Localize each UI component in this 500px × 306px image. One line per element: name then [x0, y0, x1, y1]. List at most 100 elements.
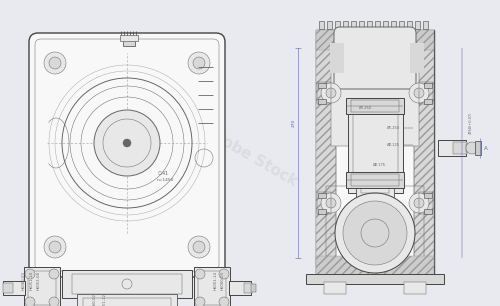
Bar: [438, 140, 466, 156]
Circle shape: [195, 269, 205, 279]
Circle shape: [414, 88, 424, 98]
Text: H6060-02: H6060-02: [93, 293, 97, 306]
Bar: [317, 82, 331, 104]
Text: Ø1.250: Ø1.250: [386, 126, 400, 130]
Text: Ø2.125: Ø2.125: [386, 143, 400, 147]
Bar: [324, 282, 346, 294]
Bar: [62, 270, 192, 298]
Text: Ø2.175: Ø2.175: [372, 163, 386, 167]
Bar: [348, 103, 403, 193]
Circle shape: [321, 193, 341, 213]
Bar: [414, 40, 434, 266]
Bar: [424, 192, 432, 197]
Circle shape: [44, 236, 66, 258]
Circle shape: [466, 142, 478, 154]
Bar: [306, 274, 444, 284]
Bar: [346, 172, 404, 188]
Bar: [352, 108, 398, 188]
Circle shape: [219, 297, 229, 306]
Bar: [424, 83, 432, 88]
Bar: [331, 50, 419, 145]
Circle shape: [219, 269, 229, 279]
Circle shape: [193, 57, 205, 69]
Text: H6060-03: H6060-03: [22, 271, 26, 289]
Circle shape: [123, 139, 131, 147]
Bar: [198, 271, 226, 305]
Circle shape: [409, 193, 429, 213]
Bar: [24, 267, 60, 306]
Circle shape: [25, 269, 35, 279]
Bar: [316, 40, 336, 266]
Bar: [316, 30, 434, 50]
Circle shape: [193, 241, 205, 253]
Bar: [326, 185, 424, 281]
Bar: [28, 271, 56, 305]
Text: Ø1.250: Ø1.250: [358, 106, 372, 110]
Bar: [398, 21, 404, 29]
Circle shape: [195, 297, 205, 306]
Bar: [123, 38, 135, 46]
Bar: [316, 256, 434, 276]
Bar: [3, 283, 13, 293]
Bar: [77, 294, 177, 306]
Bar: [194, 267, 230, 306]
Bar: [453, 142, 467, 154]
Text: H6060-03: H6060-03: [221, 271, 225, 289]
Bar: [351, 100, 399, 112]
Bar: [414, 21, 420, 29]
Bar: [361, 179, 389, 193]
Circle shape: [409, 83, 429, 103]
Bar: [424, 208, 432, 214]
Circle shape: [49, 57, 61, 69]
Bar: [410, 43, 424, 73]
Bar: [120, 35, 138, 41]
Bar: [330, 43, 344, 73]
Circle shape: [49, 297, 59, 306]
Bar: [317, 192, 331, 214]
Circle shape: [188, 236, 210, 258]
Bar: [366, 21, 372, 29]
Bar: [419, 192, 433, 214]
Bar: [326, 21, 332, 29]
Bar: [83, 298, 171, 306]
Bar: [356, 175, 394, 197]
Bar: [244, 283, 252, 293]
Circle shape: [414, 198, 424, 208]
Text: H6051-14: H6051-14: [214, 271, 218, 289]
Bar: [250, 284, 256, 292]
Bar: [382, 21, 388, 29]
Bar: [318, 192, 326, 197]
Bar: [0, 1, 312, 305]
Bar: [414, 40, 434, 266]
Bar: [351, 174, 399, 186]
Circle shape: [44, 52, 66, 74]
Bar: [296, 20, 469, 286]
Text: A: A: [484, 145, 488, 151]
Bar: [466, 144, 474, 152]
Circle shape: [49, 241, 61, 253]
Bar: [374, 21, 380, 29]
Bar: [316, 30, 434, 276]
Circle shape: [188, 52, 210, 74]
Text: H6051-12: H6051-12: [103, 293, 107, 306]
Bar: [422, 21, 428, 29]
Circle shape: [343, 201, 407, 265]
Circle shape: [94, 110, 160, 176]
Text: 270: 270: [292, 119, 296, 127]
Bar: [316, 40, 336, 266]
Circle shape: [335, 193, 415, 273]
Text: H6051-14: H6051-14: [30, 271, 34, 289]
Bar: [3, 281, 25, 295]
FancyBboxPatch shape: [29, 33, 225, 277]
Bar: [72, 274, 182, 294]
Bar: [404, 282, 426, 294]
Circle shape: [326, 88, 336, 98]
Bar: [318, 208, 326, 214]
Text: $\emptyset$41: $\emptyset$41: [157, 169, 169, 177]
Text: H6053-08: H6053-08: [37, 271, 41, 289]
Bar: [342, 21, 347, 29]
Bar: [316, 256, 434, 276]
Bar: [358, 21, 364, 29]
Bar: [424, 99, 432, 103]
Text: n=1450: n=1450: [157, 178, 174, 182]
